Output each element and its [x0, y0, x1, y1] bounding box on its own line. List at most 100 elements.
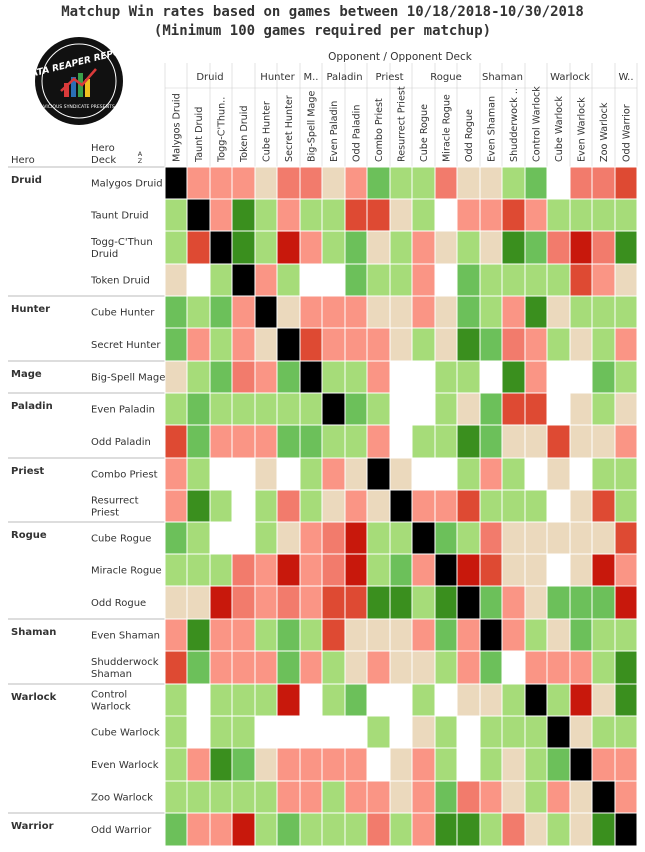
heatmap-cell — [546, 327, 571, 362]
heatmap-cell — [186, 489, 211, 523]
heatmap-cell — [389, 198, 413, 232]
heatmap-cell — [591, 392, 616, 426]
heatmap-cell — [299, 198, 323, 232]
heatmap-cell — [164, 585, 188, 620]
heatmap-cell — [344, 263, 368, 297]
heatmap-cell — [321, 715, 346, 749]
heatmap-cell — [209, 392, 233, 426]
heatmap-cell — [456, 521, 481, 555]
heatmap-cell — [546, 715, 571, 749]
hero-deck-label: Miracle Rogue — [91, 566, 162, 577]
heatmap-cell — [209, 360, 233, 394]
heatmap-cell — [389, 424, 413, 459]
heatmap-cell — [276, 747, 301, 782]
heatmap-cell — [569, 553, 593, 587]
heatmap-cell — [569, 198, 593, 232]
heatmap-cell — [501, 553, 526, 587]
sort-az-icon[interactable]: Z — [138, 157, 143, 165]
heatmap-cell — [186, 618, 211, 652]
hero-label: Paladin — [11, 401, 53, 412]
heatmap-cell — [546, 457, 571, 491]
heatmap-cell — [614, 166, 638, 200]
heatmap-cell — [299, 392, 323, 426]
heatmap-cell — [614, 683, 638, 717]
heatmap-cell — [344, 166, 368, 200]
heatmap-cell — [501, 166, 526, 200]
heatmap-cell — [299, 166, 323, 200]
heatmap-cell — [209, 747, 233, 782]
heatmap-cell — [591, 360, 616, 394]
heatmap-cell — [614, 812, 638, 847]
hero-deck-label: Cube Warlock — [91, 728, 160, 739]
hero-deck-label: Odd Paladin — [91, 437, 151, 448]
heatmap-cell — [524, 585, 548, 620]
heatmap-cell — [411, 166, 436, 200]
deck-column-header: Deck — [91, 155, 116, 166]
opponent-deck-label: Secret Hunter — [284, 95, 295, 162]
heatmap-cell — [321, 392, 346, 426]
heatmap-cell — [614, 489, 638, 523]
heatmap-cell — [434, 585, 458, 620]
heatmap-cell — [569, 424, 593, 459]
hero-label: Shaman — [11, 627, 56, 638]
opponent-axis-label: Opponent / Opponent Deck — [328, 51, 473, 63]
heatmap-cell — [344, 295, 368, 329]
heatmap-cell — [501, 230, 526, 265]
heatmap-cell — [524, 392, 548, 426]
heatmap-cell — [546, 263, 571, 297]
heatmap-cell — [591, 230, 616, 265]
heatmap-cell — [569, 230, 593, 265]
heatmap-cell — [276, 198, 301, 232]
opponent-deck-label: Even Paladin — [329, 101, 340, 162]
heatmap-cell — [411, 683, 436, 717]
heatmap-cell — [411, 715, 436, 749]
heatmap-cell — [186, 812, 211, 847]
heatmap-cell — [366, 521, 391, 555]
hero-deck-label: Big-Spell Mage — [91, 373, 165, 384]
heatmap-cell — [186, 327, 211, 362]
heatmap-cell — [479, 424, 503, 459]
heatmap-cell — [276, 392, 301, 426]
heatmap-cell — [569, 650, 593, 685]
opponent-deck-label: Togg-C'Thun.. — [217, 97, 228, 163]
hero-deck-label: Priest — [91, 508, 119, 519]
heatmap-cell — [569, 780, 593, 814]
heatmap-cell — [299, 230, 323, 265]
heatmap-cell — [546, 585, 571, 620]
heatmap-cell — [389, 553, 413, 587]
heatmap-cell — [209, 585, 233, 620]
opponent-deck-label: Even Warlock — [577, 97, 588, 162]
heatmap-cell — [524, 198, 548, 232]
heatmap-cell — [344, 327, 368, 362]
heatmap-cell — [591, 295, 616, 329]
heatmap-cell — [254, 812, 278, 847]
heatmap-cell — [524, 327, 548, 362]
heatmap-cell — [299, 650, 323, 685]
heatmap-cell — [209, 230, 233, 265]
hero-deck-label: Control — [91, 690, 127, 701]
heatmap-cell — [321, 683, 346, 717]
chart-title-block: Matchup Win rates based on games between… — [0, 3, 645, 41]
heatmap-cell — [344, 553, 368, 587]
opponent-class-label: Paladin — [326, 72, 362, 83]
heatmap-cell — [591, 457, 616, 491]
heatmap-cell — [276, 327, 301, 362]
heatmap-cell — [389, 812, 413, 847]
heatmap-cell — [299, 327, 323, 362]
heatmap-cell — [254, 166, 278, 200]
heatmap-cell — [479, 327, 503, 362]
heatmap-cell — [344, 198, 368, 232]
hero-deck-label: Even Paladin — [91, 405, 155, 416]
heatmap-cell — [164, 392, 188, 426]
heatmap-cell — [254, 263, 278, 297]
heatmap-cell — [501, 392, 526, 426]
heatmap-cell — [501, 489, 526, 523]
heatmap-cell — [411, 812, 436, 847]
heatmap-cell — [164, 360, 188, 394]
heatmap-cell — [411, 521, 436, 555]
heatmap-cell — [501, 780, 526, 814]
heatmap-cell — [479, 553, 503, 587]
heatmap-cell — [299, 715, 323, 749]
heatmap-cell — [299, 747, 323, 782]
sort-az-icon[interactable]: A — [138, 150, 143, 158]
